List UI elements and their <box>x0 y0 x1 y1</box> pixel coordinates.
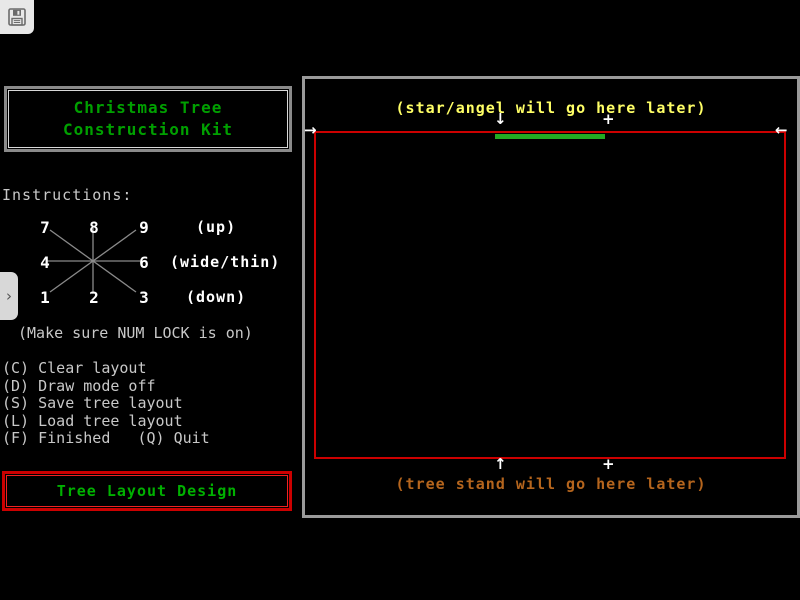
command-row-clear[interactable]: (C) Clear layout <box>2 359 294 378</box>
floppy-disk-icon <box>7 7 27 27</box>
mode-banner-inner: Tree Layout Design <box>6 475 288 507</box>
command-key-c: (C) <box>2 359 30 377</box>
command-list: (C) Clear layout (D) Draw mode off (S) S… <box>2 359 294 448</box>
panel-expand-handle[interactable]: › <box>0 272 18 320</box>
numpad-key-8[interactable]: 8 <box>89 218 99 237</box>
numpad-key-1[interactable]: 1 <box>40 288 50 307</box>
top-cross-marker-icon: + <box>602 110 615 128</box>
app-title-box: Christmas Tree Construction Kit <box>4 86 292 152</box>
tree-branch-segment <box>495 134 605 139</box>
page-title-line1: Christmas Tree <box>73 98 223 117</box>
command-label-finished: Finished (Q) Quit <box>38 429 210 447</box>
save-button[interactable] <box>0 0 34 34</box>
numpad-key-2[interactable]: 2 <box>89 288 99 307</box>
page-title-line2: Construction Kit <box>62 120 234 139</box>
command-label-clear: Clear layout <box>38 359 147 377</box>
numpad-desc-down: (down) <box>186 288 247 306</box>
mode-banner-label: Tree Layout Design <box>56 482 238 500</box>
command-key-d: (D) <box>2 376 30 395</box>
numpad-desc-up: (up) <box>196 218 237 236</box>
star-placeholder-note: (star/angel will go here later) <box>395 99 707 117</box>
mode-banner: Tree Layout Design <box>2 471 292 511</box>
command-row-load[interactable]: (L) Load tree layout <box>2 411 294 431</box>
app-title-inner: Christmas Tree Construction Kit <box>8 90 288 148</box>
numpad-direction-diagram: 7 8 9 4 6 1 2 3 (up) (wide/thin) (down) <box>28 216 292 307</box>
numpad-desc-wide-thin: (wide/thin) <box>170 253 281 271</box>
stand-placeholder-note: (tree stand will go here later) <box>395 475 707 493</box>
numpad-key-7[interactable]: 7 <box>40 218 50 237</box>
numpad-key-3[interactable]: 3 <box>139 288 149 307</box>
left-edge-arrow-icon: → <box>304 121 317 139</box>
bottom-up-arrow-icon: ↑ <box>494 455 507 473</box>
command-key-s: (S) <box>2 394 30 412</box>
command-row-draw[interactable]: (D) Draw mode off <box>2 376 294 396</box>
numpad-key-4[interactable]: 4 <box>40 253 50 272</box>
command-label-draw: Draw mode off <box>38 376 156 395</box>
numlock-note: (Make sure NUM LOCK is on) <box>18 324 253 342</box>
command-row-finished[interactable]: (F) Finished (Q) Quit <box>2 429 294 448</box>
command-label-save: Save tree layout <box>38 394 183 412</box>
numpad-key-6[interactable]: 6 <box>139 253 149 272</box>
command-row-save[interactable]: (S) Save tree layout <box>2 394 294 413</box>
instructions-label: Instructions: <box>2 186 133 204</box>
right-edge-arrow-icon: ← <box>775 121 788 139</box>
command-key-f: (F) <box>2 429 30 447</box>
command-key-l: (L) <box>2 411 30 430</box>
numpad-spokes-icon <box>46 228 140 294</box>
bottom-cross-marker-icon: + <box>602 455 615 473</box>
right-panel: (star/angel will go here later) ↓ + ↑ + … <box>302 76 800 518</box>
top-down-arrow-icon: ↓ <box>494 110 507 128</box>
chevron-right-icon: › <box>6 287 12 305</box>
left-panel: Christmas Tree Construction Kit Instruct… <box>0 76 296 518</box>
tree-bounds-rectangle <box>314 131 786 459</box>
command-label-load: Load tree layout <box>38 411 183 430</box>
tree-design-canvas[interactable]: (star/angel will go here later) ↓ + ↑ + … <box>304 79 797 515</box>
numpad-key-9[interactable]: 9 <box>139 218 149 237</box>
